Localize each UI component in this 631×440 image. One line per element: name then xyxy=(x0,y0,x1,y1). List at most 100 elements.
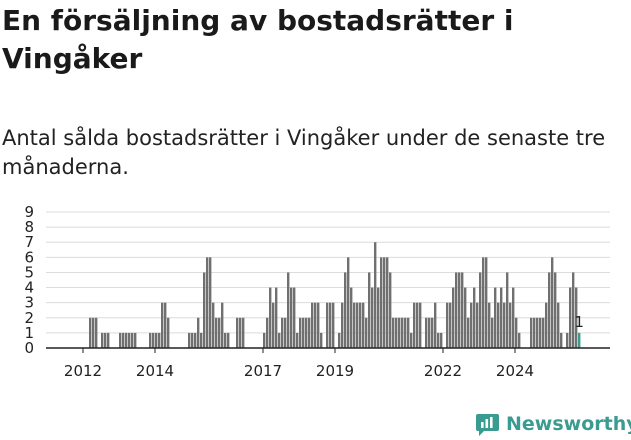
bar xyxy=(131,332,134,348)
bar xyxy=(425,317,428,348)
y-tick-label: 4 xyxy=(24,279,34,297)
bar xyxy=(536,317,539,348)
bar xyxy=(194,332,197,348)
bar xyxy=(293,287,296,348)
bar xyxy=(506,272,509,348)
bar xyxy=(344,272,347,348)
bar xyxy=(446,302,449,348)
bar xyxy=(542,317,545,348)
bar xyxy=(500,287,503,348)
bar xyxy=(491,317,494,348)
bar xyxy=(278,332,281,348)
bar xyxy=(404,317,407,348)
bar xyxy=(566,332,569,348)
page-title: En försäljning av bostadsrätter i Vingåk… xyxy=(2,4,514,75)
bar xyxy=(275,287,278,348)
bar xyxy=(299,317,302,348)
bar xyxy=(161,302,164,348)
bar xyxy=(365,317,368,348)
bar xyxy=(314,302,317,348)
bar xyxy=(302,317,305,348)
bar xyxy=(374,242,377,348)
bar xyxy=(419,302,422,348)
bar xyxy=(476,302,479,348)
bar xyxy=(455,272,458,348)
bar xyxy=(149,332,152,348)
bar xyxy=(266,317,269,348)
bar xyxy=(92,317,95,348)
bar xyxy=(119,332,122,348)
bar xyxy=(221,302,224,348)
bar xyxy=(380,257,383,348)
bar-highlight xyxy=(578,332,581,348)
bar xyxy=(485,257,488,348)
y-tick-label: 6 xyxy=(24,248,34,266)
bar xyxy=(458,272,461,348)
bar xyxy=(305,317,308,348)
y-tick-label: 1 xyxy=(24,324,34,342)
bar xyxy=(347,257,350,348)
bar xyxy=(416,302,419,348)
bar xyxy=(572,272,575,348)
bar xyxy=(362,302,365,348)
bar xyxy=(488,302,491,348)
bar xyxy=(368,272,371,348)
bar xyxy=(575,287,578,348)
bar xyxy=(533,317,536,348)
bar xyxy=(206,257,209,348)
brand-name: Newsworthy xyxy=(506,413,631,435)
bar xyxy=(239,317,242,348)
bar xyxy=(107,332,110,348)
x-tick-label: 2012 xyxy=(64,362,102,380)
y-tick-label: 3 xyxy=(24,294,34,312)
bar xyxy=(359,302,362,348)
bar xyxy=(263,332,266,348)
newsworthy-logo: Newsworthy xyxy=(475,408,631,440)
x-tick-label: 2024 xyxy=(496,362,534,380)
bar xyxy=(377,287,380,348)
bar xyxy=(353,302,356,348)
x-tick-label: 2019 xyxy=(316,362,354,380)
bar xyxy=(554,272,557,348)
bar xyxy=(317,302,320,348)
bar xyxy=(413,302,416,348)
bar xyxy=(272,302,275,348)
bar xyxy=(101,332,104,348)
bar xyxy=(236,317,239,348)
bar xyxy=(242,317,245,348)
bar xyxy=(449,302,452,348)
bar xyxy=(428,317,431,348)
bar xyxy=(539,317,542,348)
y-tick-label: 9 xyxy=(24,203,34,221)
bar xyxy=(167,317,170,348)
bar xyxy=(158,332,161,348)
bar xyxy=(494,287,497,348)
bar xyxy=(350,287,353,348)
x-tick-label: 2014 xyxy=(136,362,174,380)
bar xyxy=(338,332,341,348)
bar xyxy=(281,317,284,348)
bar xyxy=(518,332,521,348)
bar xyxy=(395,317,398,348)
bar xyxy=(398,317,401,348)
bar xyxy=(545,302,548,348)
x-tick-label: 2017 xyxy=(244,362,282,380)
highlight-value-label: 1 xyxy=(574,313,584,331)
bar xyxy=(290,287,293,348)
x-tick-label: 2022 xyxy=(424,362,462,380)
bar xyxy=(401,317,404,348)
bar xyxy=(326,302,329,348)
bar xyxy=(215,317,218,348)
bar xyxy=(332,302,335,348)
y-tick-label: 2 xyxy=(24,309,34,327)
bar xyxy=(329,302,332,348)
bar xyxy=(551,257,554,348)
bar xyxy=(464,287,467,348)
bar xyxy=(122,332,125,348)
bar xyxy=(569,287,572,348)
bar xyxy=(548,272,551,348)
bar xyxy=(467,317,470,348)
bar xyxy=(308,317,311,348)
bar xyxy=(407,317,410,348)
